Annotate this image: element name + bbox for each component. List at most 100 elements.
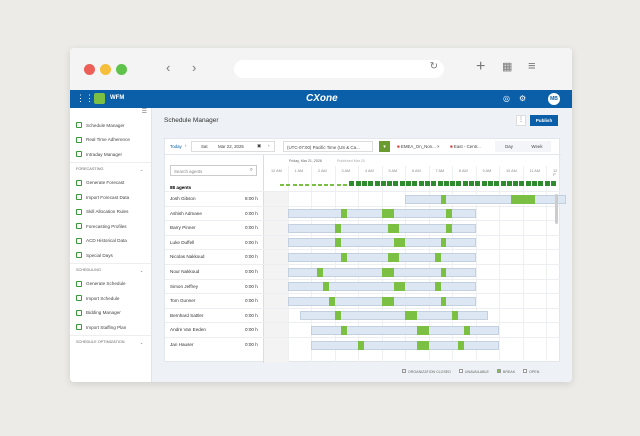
sidebar-item[interactable]: Generate Schedule bbox=[70, 277, 151, 292]
chevron-down-icon: ⌄ bbox=[139, 268, 143, 273]
shift-bar[interactable] bbox=[287, 223, 476, 233]
break-block[interactable] bbox=[381, 267, 394, 277]
agent-name: Nicolas Nakkoud bbox=[170, 254, 205, 260]
break-block[interactable] bbox=[334, 311, 341, 321]
address-bar[interactable]: ↻ bbox=[234, 60, 444, 78]
break-block[interactable] bbox=[446, 209, 453, 219]
filter-icon[interactable]: ▼ bbox=[379, 141, 390, 152]
sidebar-section-header[interactable]: FORECASTING ⌄ bbox=[70, 161, 151, 176]
shift-bar[interactable] bbox=[311, 340, 500, 350]
sidebar-item[interactable]: Import Forecast Data bbox=[70, 190, 151, 205]
break-block[interactable] bbox=[417, 340, 429, 350]
sidebar-item[interactable]: Import Schedule bbox=[70, 291, 151, 306]
table-row[interactable]: Simon Jeffrey 0:00 h bbox=[165, 278, 561, 294]
table-row[interactable]: Bernhard Sattler 0:00 h bbox=[165, 307, 561, 323]
maximize-dot[interactable] bbox=[116, 64, 127, 75]
prev-icon[interactable]: ‹ bbox=[185, 143, 187, 148]
table-row[interactable]: Tom Gunner 0:00 h bbox=[165, 293, 561, 308]
break-block[interactable] bbox=[340, 209, 347, 219]
break-block[interactable] bbox=[458, 340, 464, 350]
close-dot[interactable] bbox=[84, 64, 95, 75]
break-block[interactable] bbox=[317, 267, 323, 277]
avatar[interactable]: MB bbox=[548, 93, 560, 105]
sidebar-item[interactable]: Import Staffing Plan bbox=[70, 320, 151, 335]
break-block[interactable] bbox=[464, 325, 470, 335]
minimize-dot[interactable] bbox=[100, 64, 111, 75]
collapse-sidebar-icon[interactable]: ☰ bbox=[141, 109, 147, 115]
break-block[interactable] bbox=[434, 252, 441, 262]
sidebar-item[interactable]: Schedule Manager bbox=[70, 118, 151, 133]
shift-bar[interactable] bbox=[311, 325, 500, 335]
today-button[interactable]: Today bbox=[170, 144, 182, 149]
table-row[interactable]: Luke Duffell 0:00 h bbox=[165, 234, 561, 250]
help-icon[interactable]: ◎ bbox=[503, 94, 510, 103]
table-row[interactable]: Andre Van Eeden 0:00 h bbox=[165, 322, 561, 337]
sidebar-section-header[interactable]: SCHEDULING ⌄ bbox=[70, 262, 151, 277]
break-block[interactable] bbox=[440, 296, 447, 306]
table-row[interactable]: Barry Pinner 0:00 h bbox=[165, 220, 561, 235]
break-block[interactable] bbox=[387, 252, 400, 262]
forward-icon[interactable]: › bbox=[192, 60, 197, 75]
calendar-icon[interactable]: ▣ bbox=[257, 143, 262, 148]
break-block[interactable] bbox=[440, 194, 447, 204]
break-block[interactable] bbox=[446, 223, 453, 233]
break-block[interactable] bbox=[340, 252, 347, 262]
sidebar-item[interactable]: Real Time Adherence bbox=[70, 133, 151, 148]
shift-bar[interactable] bbox=[287, 238, 476, 248]
sidebar-item[interactable]: Intraday Manager bbox=[70, 147, 151, 162]
sidebar-item[interactable]: Skill Allocation Rules bbox=[70, 205, 151, 220]
back-icon[interactable]: ‹ bbox=[166, 60, 171, 75]
menu-icon[interactable]: ≡ bbox=[528, 58, 536, 73]
table-row[interactable]: Josh Gibson 8:00 h bbox=[165, 191, 567, 206]
break-block[interactable] bbox=[387, 223, 400, 233]
publish-button[interactable]: Publish bbox=[530, 115, 558, 126]
break-block[interactable] bbox=[340, 325, 347, 335]
filter-chip-1[interactable]: ■ EMEA_On_Non... × bbox=[397, 144, 440, 149]
break-block[interactable] bbox=[381, 209, 394, 219]
table-row[interactable]: Nicolas Nakkoud 0:00 h bbox=[165, 249, 561, 264]
reload-icon[interactable]: ↻ bbox=[429, 61, 438, 72]
break-block[interactable] bbox=[417, 325, 429, 335]
table-row[interactable]: Nour Nakkoud 0:00 h bbox=[165, 264, 561, 279]
next-icon[interactable]: › bbox=[268, 143, 270, 148]
break-block[interactable] bbox=[381, 296, 394, 306]
scrollbar[interactable] bbox=[555, 194, 558, 224]
table-row[interactable]: Jan Hauser 0:00 h bbox=[165, 337, 561, 352]
break-block[interactable] bbox=[328, 296, 335, 306]
table-row[interactable]: Ashish Admane 0:00 h bbox=[165, 205, 561, 221]
sidebar-item[interactable]: ACD Historical Data bbox=[70, 234, 151, 249]
sidebar-item[interactable]: Bidding Manager bbox=[70, 306, 151, 321]
break-block[interactable] bbox=[334, 238, 341, 248]
shift-bar[interactable] bbox=[405, 194, 567, 204]
shift-bar[interactable] bbox=[299, 311, 488, 321]
break-block[interactable] bbox=[393, 282, 406, 292]
grid-icon[interactable]: ▦ bbox=[502, 61, 513, 73]
break-block[interactable] bbox=[440, 238, 447, 248]
notifications-icon[interactable]: ⚙ bbox=[519, 94, 527, 103]
break-block[interactable] bbox=[323, 282, 329, 292]
filter-chip-2[interactable]: ■ East - Centr... bbox=[450, 144, 481, 149]
day-view-tab[interactable]: Day bbox=[495, 141, 523, 152]
more-options-icon[interactable]: ⋮ bbox=[516, 115, 526, 126]
new-tab-icon[interactable]: + bbox=[476, 58, 486, 75]
sidebar-item[interactable]: Special Days bbox=[70, 248, 151, 263]
shift-bar[interactable] bbox=[287, 252, 476, 262]
break-block[interactable] bbox=[405, 311, 417, 321]
sidebar-item[interactable]: Forecasting Profiles bbox=[70, 219, 151, 234]
sidebar-section-header[interactable]: SCHEDULE OPTIMIZATION ⌄ bbox=[70, 334, 151, 349]
break-block[interactable] bbox=[452, 311, 459, 321]
break-block[interactable] bbox=[358, 340, 365, 350]
hour-label: 11 AM bbox=[529, 169, 540, 173]
break-block[interactable] bbox=[440, 267, 447, 277]
week-view-tab[interactable]: Week bbox=[523, 141, 551, 152]
break-block[interactable] bbox=[511, 194, 535, 204]
search-agents-input[interactable]: Search agents ⌕ bbox=[170, 165, 257, 176]
timezone-select[interactable]: (UTC-07:00) Pacific Time (US & Ca... bbox=[283, 141, 373, 152]
app-launcher-icon[interactable]: ⋮⋮ bbox=[76, 93, 94, 103]
shift-bar[interactable] bbox=[287, 282, 476, 292]
sidebar-item[interactable]: Generate Forecast bbox=[70, 176, 151, 191]
break-block[interactable] bbox=[334, 223, 341, 233]
break-block[interactable] bbox=[393, 238, 406, 248]
break-block[interactable] bbox=[434, 282, 441, 292]
date-field[interactable]: Mar 22, 2025 bbox=[218, 144, 244, 149]
